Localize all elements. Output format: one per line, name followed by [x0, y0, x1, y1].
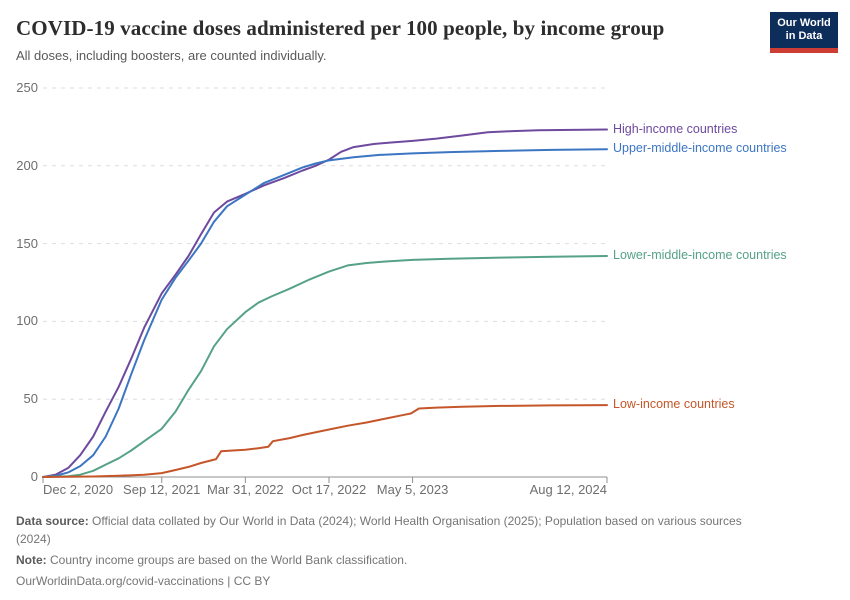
y-tick-label-250: 250	[16, 80, 38, 95]
y-tick-label-0: 0	[30, 469, 38, 484]
license-label: CC BY	[233, 574, 271, 588]
x-tick-label: Aug 12, 2024	[529, 482, 607, 497]
chart-subtitle: All doses, including boosters, are count…	[16, 48, 327, 63]
note-line: Note: Country income groups are based on…	[16, 551, 816, 569]
owid-url-link[interactable]: OurWorldinData.org/covid-vaccinations	[16, 574, 224, 588]
chart-title: COVID-19 vaccine doses administered per …	[16, 16, 665, 40]
x-tick-label: Sep 12, 2021	[123, 482, 201, 497]
separator: |	[227, 574, 231, 588]
owid-logo[interactable]: Our World in Data	[770, 12, 838, 53]
x-tick-label: Mar 31, 2022	[207, 482, 284, 497]
chart-plot-area[interactable]: 0 50 100 150 200 250 Dec 2, 2020 Sep 12, 2021 Ma…	[0, 75, 850, 505]
data-source-text-2: (2024)	[16, 532, 51, 546]
owid-logo-line2: in Data	[785, 30, 823, 42]
y-tick-label-200: 200	[16, 157, 38, 173]
x-tick-label: Dec 2, 2020	[43, 482, 114, 497]
series-label-low-income-countries: Low-income countries	[613, 397, 735, 412]
owid-logo-line1: Our World	[777, 17, 831, 29]
line-chart-svg	[42, 87, 608, 483]
note-label: Note:	[16, 553, 47, 567]
line-lower-middle-income-countries[interactable]	[42, 255, 608, 478]
citation-line: OurWorldinData.org/covid-vaccinations | …	[16, 572, 816, 590]
chart-footer: Data source: Official data collated by O…	[16, 512, 816, 590]
data-source-label: Data source:	[16, 514, 89, 528]
line-high-income-countries[interactable]	[42, 128, 608, 478]
x-tick-label: May 5, 2023	[376, 482, 449, 497]
y-tick-label-150: 150	[16, 235, 38, 251]
series-label-lower-middle-income-countries: Lower-middle-income countries	[613, 248, 787, 263]
series-label-upper-middle-income-countries: Upper-middle-income countries	[613, 141, 787, 156]
line-upper-middle-income-countries[interactable]	[42, 148, 608, 478]
y-tick-label-100: 100	[16, 313, 38, 329]
note-text: Country income groups are based on the W…	[50, 553, 408, 567]
y-tick-label-50: 50	[23, 391, 38, 407]
data-source-text-1: Official data collated by Our World in D…	[92, 514, 742, 528]
data-source-line: Data source: Official data collated by O…	[16, 512, 816, 548]
line-low-income-countries[interactable]	[42, 404, 608, 478]
x-tick-label: Oct 17, 2022	[291, 482, 367, 497]
series-label-high-income-countries: High-income countries	[613, 121, 738, 136]
